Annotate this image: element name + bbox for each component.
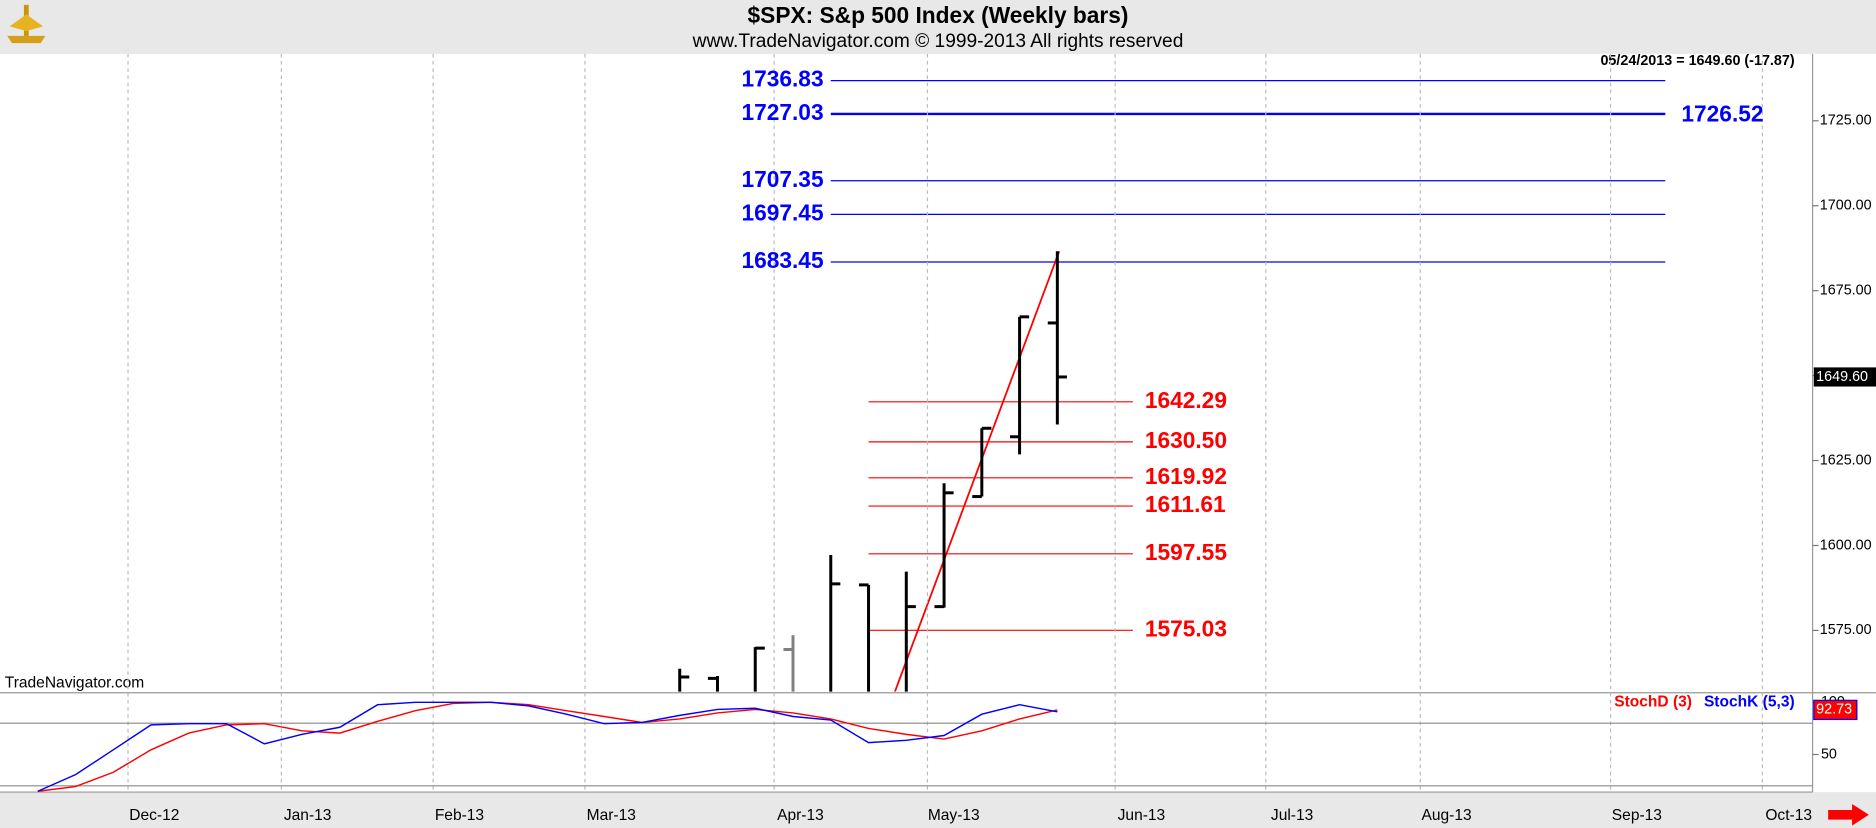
x-tick-label: Feb-13 <box>435 807 484 824</box>
trend-line <box>894 250 1061 692</box>
level-note: 1726.52 <box>1681 101 1763 127</box>
x-tick-label: Apr-13 <box>777 807 824 824</box>
y-tick-label: 1575.00 <box>1820 622 1872 638</box>
last-stoch-label: 92.73 <box>1816 702 1852 718</box>
x-tick-label: Jan-13 <box>284 807 332 824</box>
y-tick-label: 1675.00 <box>1820 282 1872 298</box>
y-tick-label: 1725.00 <box>1820 113 1872 129</box>
last-quote: 05/24/2013 = 1649.60 (-17.87) <box>1600 53 1794 69</box>
scroll-arrow[interactable] <box>1828 804 1869 826</box>
level-label: 1683.45 <box>741 247 823 273</box>
chart-title: $SPX: S&p 500 Index (Weekly bars) <box>748 2 1129 28</box>
x-tick-label: Mar-13 <box>587 807 636 824</box>
last-price-box <box>1813 367 1876 387</box>
level-label: 1619.92 <box>1145 463 1227 489</box>
level-label: 1597.55 <box>1145 539 1227 565</box>
level-label: 1575.03 <box>1145 615 1227 641</box>
level-label: 1611.61 <box>1145 491 1226 517</box>
level-label: 1707.35 <box>741 166 823 192</box>
level-label: 1736.83 <box>741 66 823 92</box>
y-tick-label: 1700.00 <box>1820 198 1872 214</box>
y-tick-label: 1600.00 <box>1820 537 1872 553</box>
y-axis-area <box>1812 53 1876 793</box>
watermark: TradeNavigator.com <box>5 674 144 691</box>
level-label: 1697.45 <box>741 199 823 225</box>
level-label: 1630.50 <box>1145 427 1227 453</box>
last-stoch-box <box>1813 699 1858 721</box>
x-axis-band <box>0 792 1876 828</box>
x-tick-label: Dec-12 <box>129 807 179 824</box>
x-tick-label: Oct-13 <box>1765 807 1812 824</box>
legend-label: StochK (5,3) <box>1704 693 1795 710</box>
x-tick-label: Jun-13 <box>1118 807 1166 824</box>
stoch-line <box>37 701 1058 792</box>
x-tick-label: Sep-13 <box>1612 807 1662 824</box>
level-label: 1642.29 <box>1145 387 1227 413</box>
price-panel <box>678 80 1666 692</box>
logo <box>7 4 46 44</box>
legend-label: StochD (3) <box>1614 693 1692 710</box>
x-tick-label: Jul-13 <box>1271 807 1313 824</box>
chart-subtitle: www.TradeNavigator.com © 1999-2013 All r… <box>692 31 1184 52</box>
stoch-line <box>37 701 1058 792</box>
level-label: 1727.03 <box>741 99 823 125</box>
header-band <box>0 0 1876 54</box>
last-price-label: 1649.60 <box>1816 369 1868 385</box>
x-tick-label: May-13 <box>928 807 980 824</box>
y-tick-label: 1625.00 <box>1820 452 1872 468</box>
x-tick-label: Aug-13 <box>1421 807 1471 824</box>
y-tick-label: 50 <box>1821 746 1837 762</box>
